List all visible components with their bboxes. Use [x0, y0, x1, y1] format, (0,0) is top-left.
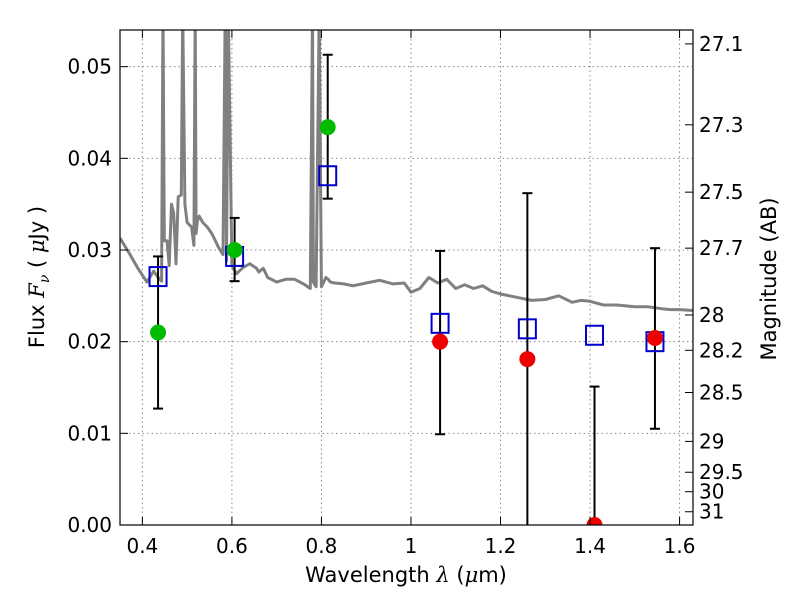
- mag-tick-label: 27.5: [699, 180, 744, 204]
- y-axis-mu: μ: [25, 239, 49, 253]
- y-tick-label: 0.03: [67, 238, 112, 262]
- mag-tick-label: 29.5: [699, 460, 744, 484]
- y-tick-label: 0.01: [67, 421, 112, 445]
- x-tick-label: 0.8: [306, 534, 338, 558]
- x-tick-label: 1: [405, 534, 418, 558]
- y2-axis-title: Magnitude (AB): [757, 197, 781, 360]
- mag-tick-label: 29: [699, 429, 724, 453]
- model-flux-square: [148, 266, 168, 288]
- y-tick-label: 0.04: [67, 146, 112, 170]
- x-axis-unit: m): [478, 563, 507, 587]
- x-tick-label: 1.6: [664, 534, 696, 558]
- y-axis-title-prefix: Flux: [25, 298, 49, 348]
- y-axis-nu: ν: [37, 274, 53, 283]
- x-tick-label: 0.4: [126, 534, 158, 558]
- observed-flux-point: [319, 119, 336, 136]
- y-axis-title-open: (: [25, 253, 49, 275]
- mag-tick-label: 28.5: [699, 380, 744, 404]
- model-flux-square: [517, 318, 537, 340]
- y-tick-label: 0.05: [67, 55, 112, 79]
- x-axis-lambda: λ: [435, 563, 449, 587]
- mag-tick-label: 27.3: [699, 113, 744, 137]
- mag-tick-label: 27.1: [699, 32, 744, 56]
- model-spectrum-line: [120, 30, 693, 312]
- y-tick-label: 0.00: [67, 513, 112, 537]
- y-axis-title: Flux Fν ( μJy ): [25, 206, 53, 348]
- x-axis-title: Wavelength λ (μm): [305, 563, 507, 587]
- observed-flux-point: [432, 333, 449, 350]
- x-axis-title-open: (: [450, 563, 465, 587]
- x-tick-label: 0.6: [216, 534, 248, 558]
- observed-flux-point: [150, 324, 167, 341]
- model-flux-square: [430, 312, 450, 334]
- observed-flux-point: [519, 351, 536, 368]
- y-axis-f: F: [25, 282, 49, 299]
- observed-flux-point: [646, 330, 663, 346]
- mag-tick-label: 31: [699, 500, 724, 524]
- model-flux-square: [585, 324, 605, 346]
- x-axis-title-prefix: Wavelength: [305, 563, 436, 587]
- x-axis-mu: μ: [465, 563, 479, 587]
- model-flux-square: [318, 165, 338, 187]
- tick-layer: 0.4 0.6 0.8 1 1.2 1.4 1.6 0.00 0.01 0.02 0.03 0.04 0…: [67, 30, 744, 558]
- mag-tick-label: 28.2: [699, 338, 744, 362]
- plot-background: [120, 30, 693, 525]
- observed-flux-point: [226, 242, 243, 258]
- mag-tick-label: 30: [699, 480, 724, 504]
- plot-frame: [119, 29, 694, 526]
- mag-tick-label: 28: [699, 303, 724, 327]
- x-tick-label: 1.4: [574, 534, 606, 558]
- model-photometry-layer: [148, 165, 665, 353]
- x-tick-label: 1.2: [485, 534, 517, 558]
- y-tick-label: 0.02: [67, 330, 112, 354]
- mag-tick-label: 27.7: [699, 236, 744, 260]
- y-axis-unit: Jy ): [25, 206, 49, 242]
